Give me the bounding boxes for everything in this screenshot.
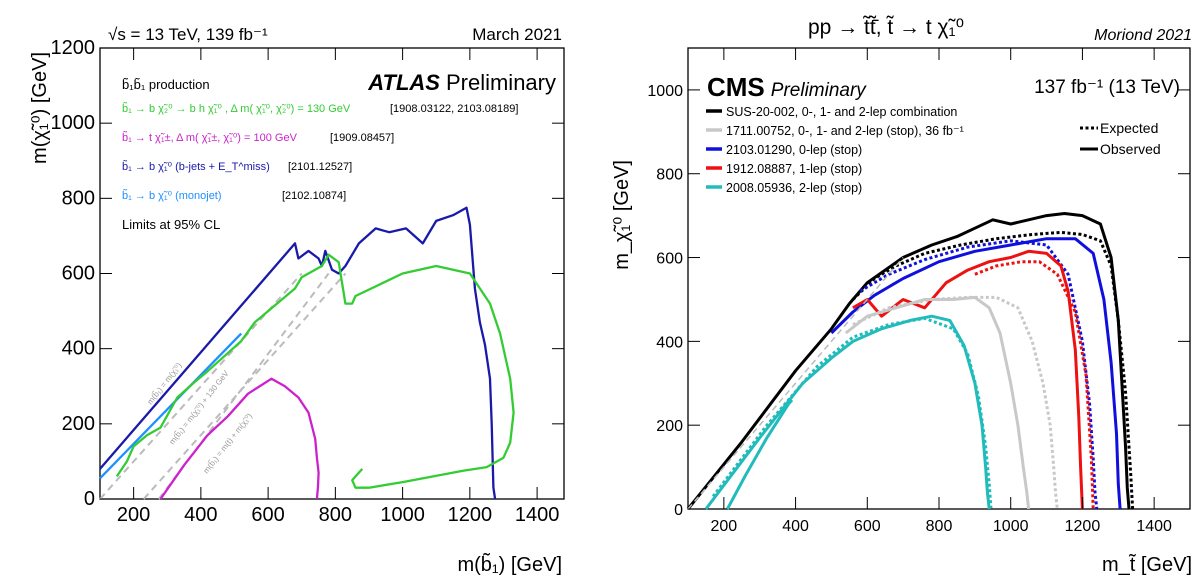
cms-y-tick-label: 800 <box>656 167 683 184</box>
cms-title: pp → t̃t̃̄, t̃ → t χ̃₁⁰ <box>808 16 964 39</box>
cms-contour-old_obs <box>844 295 1031 510</box>
atlas-y-tick-label: 400 <box>62 338 95 360</box>
cms-legend-entry: 2008.05936, 2-lep (stop) <box>726 181 862 195</box>
cms-legend-entry: SUS-20-002, 0-, 1- and 2-lep combination <box>726 105 957 119</box>
cms-header-right: Moriond 2021 <box>1094 27 1192 44</box>
atlas-y-tick-label: 200 <box>62 413 95 435</box>
atlas-contour-bjets <box>99 206 497 500</box>
cms-x-tick-label: 600 <box>854 518 881 535</box>
atlas-diagonals <box>99 272 347 500</box>
atlas-x-tick-label: 600 <box>251 504 284 526</box>
atlas-x-tick-label: 1000 <box>380 504 425 526</box>
atlas-legend-entry: b̃₁ → b χ̃₁⁰ (monojet) <box>122 189 222 202</box>
cms-legend-entry: 1912.08887, 1-lep (stop) <box>726 162 862 176</box>
atlas-legend-ref: [2101.12527] <box>288 161 352 173</box>
atlas-kinematic-diagonal <box>142 272 347 500</box>
atlas-plot-frame <box>99 47 565 500</box>
cms-experiment: CMS Preliminary <box>707 72 867 102</box>
cms-contour-diag <box>687 257 904 510</box>
atlas-x-tick-label: 1200 <box>448 504 493 526</box>
cms-y-axis-label: m_χ̃₁⁰ [GeV] <box>611 160 633 270</box>
cms-x-axis-label: m_t̃ [GeV] <box>1102 553 1192 576</box>
cms-contour-two_obs <box>704 314 991 510</box>
atlas-legend-title: b̃₁b̃₁ production <box>122 77 210 92</box>
atlas-axis-ticks: 200 400 600 800 1000 1200 1400 0 200 400 600 800 100… <box>51 37 564 526</box>
cms-contour-z0_obs <box>830 237 1122 510</box>
atlas-contour-monojet <box>99 332 243 480</box>
atlas-y-axis-label: m(χ̃₁⁰) [GeV] <box>29 52 51 164</box>
atlas-y-tick-label: 1000 <box>51 112 96 134</box>
atlas-y-tick-label: 1200 <box>51 37 96 59</box>
atlas-experiment-name: ATLAS <box>367 70 440 95</box>
cms-contour-two_exp <box>711 316 993 510</box>
cms-legend: SUS-20-002, 0-, 1- and 2-lep combination… <box>706 105 964 195</box>
cms-observed-label: Observed <box>1100 141 1161 157</box>
atlas-x-tick-label: 400 <box>184 504 217 526</box>
cms-axis-ticks: 200 400 600 800 1000 1200 1400 0 200 400 600 800 100… <box>647 48 1190 535</box>
atlas-panel: 200 400 600 800 1000 1200 1400 0 200 400 600 800 100… <box>29 25 565 576</box>
cms-contour-z0_exp <box>859 239 1099 510</box>
atlas-y-tick-label: 800 <box>62 187 95 209</box>
cms-contours <box>686 212 1135 510</box>
atlas-legend-entry: b̃₁ → b χ̃₂⁰ → b h χ̃₁⁰ , Δ m( χ̃₁⁰, χ̃₂… <box>122 102 351 115</box>
atlas-legend: b̃₁ → b χ̃₂⁰ → b h χ̃₁⁰ , Δ m( χ̃₁⁰, χ̃₂… <box>122 102 518 202</box>
atlas-experiment-sub: Preliminary <box>446 70 556 95</box>
cms-contour-two_inner <box>726 399 794 510</box>
atlas-cl-note: Limits at 95% CL <box>122 217 220 232</box>
cms-y-tick-label: 200 <box>656 418 683 435</box>
atlas-header-right: March 2021 <box>472 25 562 44</box>
cms-legend-entry: 2103.01290, 0-lep (stop) <box>726 143 862 157</box>
atlas-legend-ref: [2102.10874] <box>282 190 346 202</box>
cms-y-tick-label: 0 <box>674 502 683 519</box>
atlas-y-tick-label: 0 <box>84 488 95 510</box>
cms-x-tick-label: 800 <box>926 518 953 535</box>
cms-expected-label: Expected <box>1100 120 1158 136</box>
cms-legend-entry: 1711.00752, 0-, 1- and 2-lep (stop), 36 … <box>726 124 964 138</box>
atlas-legend-ref: [1909.08457] <box>330 132 394 144</box>
atlas-legend-entry: b̃₁ → b χ̃₁⁰ (b-jets + E_T^miss) <box>122 160 270 173</box>
atlas-contour-bh <box>115 253 515 489</box>
cms-y-tick-label: 1000 <box>647 83 683 100</box>
cms-experiment-sub: Preliminary <box>771 80 868 101</box>
cms-contour-one_exp <box>974 260 1095 510</box>
atlas-diag-label-3: m(b̃₁) = m(t) + m(χ̃₁⁰) <box>201 411 254 475</box>
atlas-contours <box>99 206 515 500</box>
cms-x-tick-label: 1400 <box>1136 518 1172 535</box>
cms-experiment-name: CMS <box>707 72 765 102</box>
atlas-x-tick-label: 800 <box>319 504 352 526</box>
atlas-experiment: ATLAS Preliminary <box>367 70 556 95</box>
atlas-header-left: √s = 13 TeV, 139 fb⁻¹ <box>108 25 268 44</box>
cms-y-tick-label: 600 <box>656 251 683 268</box>
atlas-legend-entry: b̃₁ → t χ̃₁±, Δ m( χ̃₁±, χ̃₁⁰) = 100 GeV <box>122 131 298 144</box>
cms-panel: 200 400 600 800 1000 1200 1400 0 200 400 600 800 100… <box>611 16 1192 576</box>
cms-x-tick-label: 1000 <box>993 518 1029 535</box>
cms-x-tick-label: 200 <box>711 518 738 535</box>
atlas-x-tick-label: 200 <box>117 504 150 526</box>
cms-lumi: 137 fb⁻¹ (13 TeV) <box>1034 77 1180 98</box>
cms-x-tick-label: 1200 <box>1065 518 1101 535</box>
atlas-x-axis-label: m(b̃₁) [GeV] <box>457 553 562 576</box>
cms-x-tick-label: 400 <box>782 518 809 535</box>
atlas-y-tick-label: 600 <box>62 263 95 285</box>
cms-contour-comb_obs <box>686 212 1131 510</box>
atlas-x-tick-label: 1400 <box>515 504 560 526</box>
cms-contour-one_obs <box>852 249 1084 510</box>
atlas-legend-ref: [1908.03122, 2103.08189] <box>390 103 518 115</box>
cms-style-legend: Expected Observed <box>1080 120 1161 157</box>
cms-y-tick-label: 400 <box>656 334 683 351</box>
atlas-contour-tchi <box>159 377 320 500</box>
